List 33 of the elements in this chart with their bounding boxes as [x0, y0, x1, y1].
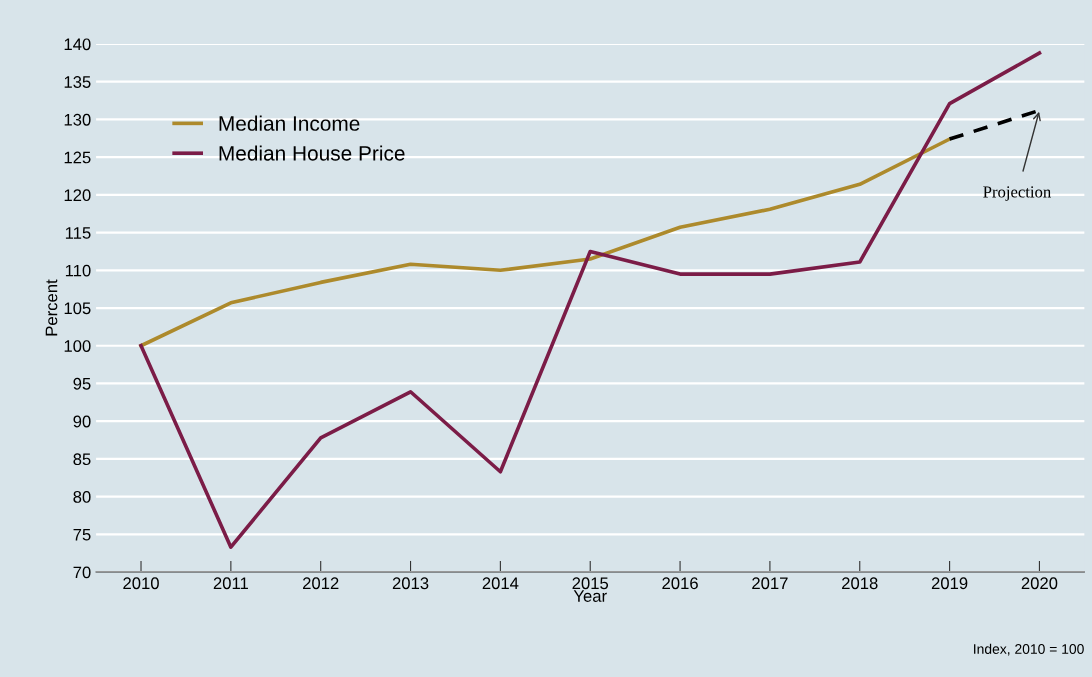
y-axis-title: Percent — [45, 279, 58, 336]
y-tick-label: 80 — [73, 491, 91, 503]
y-tick-label: 130 — [64, 113, 91, 126]
y-tick-label: 120 — [64, 189, 91, 202]
y-tick-label: 95 — [73, 377, 91, 390]
x-tick-label: 2020 — [1021, 577, 1058, 590]
text: Index, 2010 = 100 — [974, 643, 1084, 656]
y-tick-label: 85 — [73, 453, 91, 466]
y-tick-label: 125 — [64, 151, 91, 164]
x-axis-title: Year — [573, 590, 607, 602]
x-tick-label: 2014 — [482, 577, 519, 590]
legend-label: Median House Price — [219, 145, 405, 161]
x-tick-label: 2013 — [392, 577, 429, 590]
x-tick-label: 2015 — [572, 577, 609, 590]
line-series — [139, 137, 952, 348]
y-tick-label: 115 — [65, 227, 91, 239]
x-tick-label: 2012 — [303, 577, 339, 590]
x-tick-label: 2017 — [752, 577, 788, 590]
y-tick-label: 90 — [73, 415, 91, 428]
x-tick-label: 2011 — [213, 577, 248, 590]
annotation: Projection — [983, 186, 1051, 201]
y-tick-label: 75 — [73, 528, 91, 541]
y-tick-label: 140 — [64, 38, 91, 51]
y-tick-label: 110 — [65, 264, 91, 277]
y-tick-label: 135 — [64, 76, 91, 88]
y-tick-label: 100 — [64, 340, 91, 352]
x-tick-label: 2010 — [123, 577, 159, 590]
x-tick-label: 2019 — [931, 577, 968, 590]
legend-label: Median Income — [219, 115, 360, 131]
x-tick-label: 2018 — [842, 577, 878, 590]
x-tick-label: 2016 — [662, 577, 698, 590]
y-tick-label: 105 — [64, 302, 91, 315]
y-tick-label: 70 — [73, 566, 91, 579]
